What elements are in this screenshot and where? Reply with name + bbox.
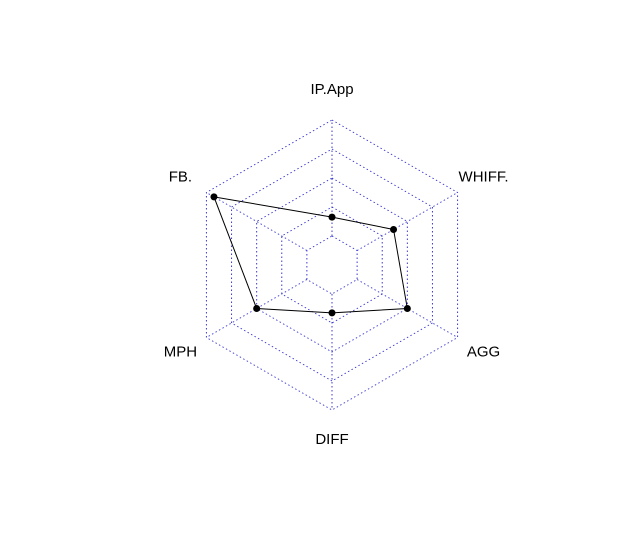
grid-ring-4 (231, 148, 433, 382)
axis-label-fb: FB. (169, 168, 192, 185)
radar-series (210, 193, 411, 317)
data-point-agg (403, 305, 411, 312)
grid-ring-1 (306, 235, 358, 295)
grid-ring-3 (256, 177, 408, 353)
data-point-ip-app (328, 213, 336, 221)
spoke-2 (356, 192, 458, 251)
spoke-5 (206, 279, 308, 338)
axis-labels: IP.App WHIFF. AGG DIFF MPH FB. (164, 81, 509, 448)
spoke-6 (206, 192, 308, 251)
data-point-whiff (390, 225, 398, 233)
data-point-fb (210, 193, 218, 201)
axis-label-diff: DIFF (315, 431, 348, 448)
radar-spokes (206, 120, 458, 410)
axis-label-whiff: WHIFF. (459, 168, 509, 185)
axis-label-mph: MPH (164, 343, 197, 360)
axis-label-agg: AGG (467, 343, 500, 360)
series-line-1 (213, 196, 408, 314)
data-point-diff (328, 309, 336, 317)
grid-ring-5 (205, 119, 459, 411)
axis-label-ip-app: IP.App (310, 81, 353, 98)
data-point-mph (253, 305, 261, 312)
spoke-3 (356, 279, 458, 338)
